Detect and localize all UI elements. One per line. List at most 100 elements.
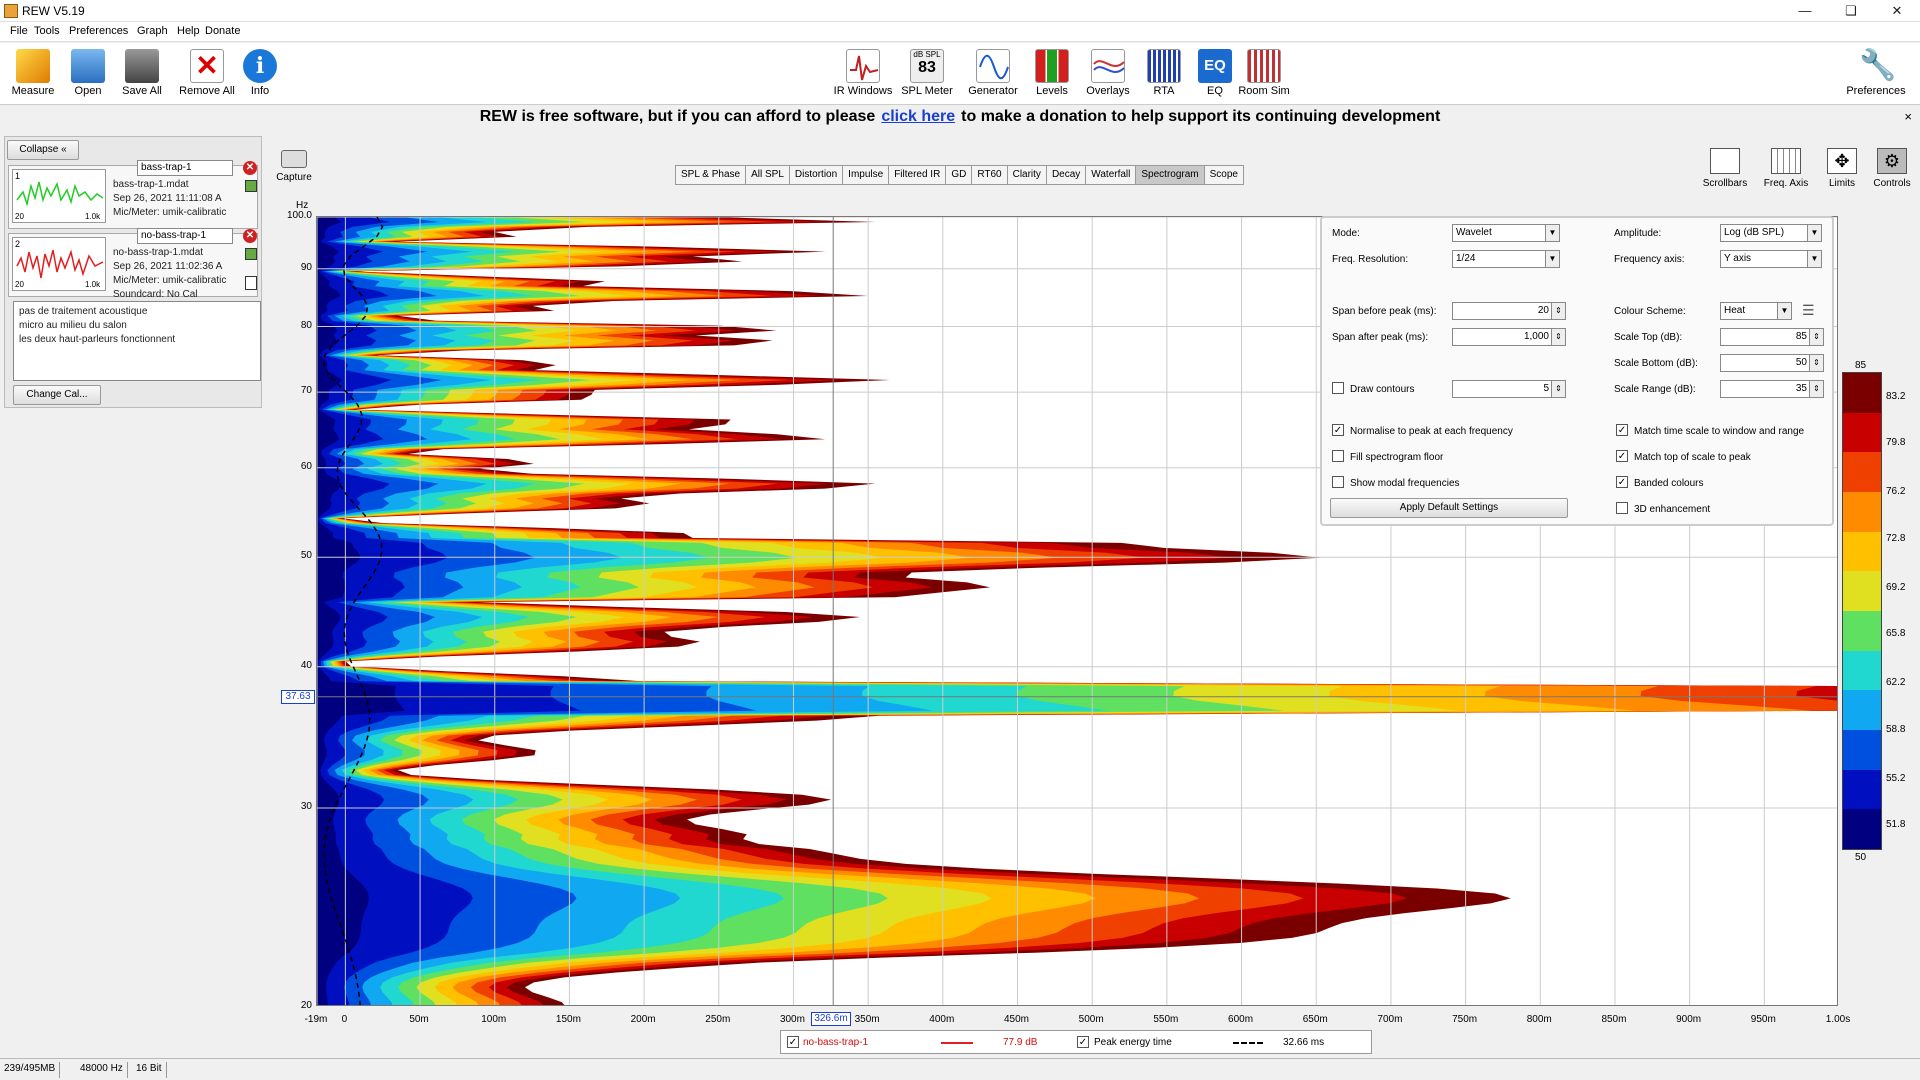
measurement-card-1[interactable]: 1 20 1.0k bass-trap-1 ✕ bass-trap-1.mdat… [8, 160, 258, 229]
spinner-icon[interactable]: ⇕ [1809, 355, 1823, 371]
ir-windows-button[interactable]: IR Windows [833, 43, 893, 105]
info-button[interactable]: i Info [230, 43, 290, 105]
measurement-name-field[interactable]: bass-trap-1 [137, 160, 233, 176]
open-button[interactable]: Open [58, 43, 118, 105]
generator-button[interactable]: Generator [963, 43, 1023, 105]
contours-field[interactable]: 5 ⇕ [1452, 380, 1566, 398]
scrollbars-button[interactable]: Scrollbars [1697, 148, 1753, 189]
colour-scheme-select[interactable]: Heat ▼ [1720, 302, 1792, 320]
measurement-card-2[interactable]: 2 20 1.0k no-bass-trap-1 ✕ no-bass-trap-… [8, 228, 258, 300]
tab-all-spl[interactable]: All SPL [745, 165, 790, 185]
tab-waterfall[interactable]: Waterfall [1085, 165, 1137, 185]
scale-top-field[interactable]: 85 ⇕ [1720, 328, 1824, 346]
remove-measurement-icon[interactable]: ✕ [243, 161, 257, 175]
spectrogram-plot[interactable] [316, 216, 1838, 1006]
modal-frequencies-checkbox[interactable] [1332, 476, 1344, 488]
match-time-checkbox[interactable]: ✓ [1616, 424, 1628, 436]
change-cal-button[interactable]: Change Cal... [13, 385, 101, 405]
fill-floor-label: Fill spectrogram floor [1350, 452, 1444, 463]
frequency-axis-select[interactable]: Y axis ▼ [1720, 250, 1822, 268]
remove-icon: ✕ [190, 49, 224, 83]
spl-badge-value: 83 [918, 59, 936, 76]
x-tick-label: 750m [1452, 1014, 1478, 1025]
tab-spectrogram[interactable]: Spectrogram [1135, 165, 1205, 185]
y-tick-label: 20 [300, 1000, 312, 1011]
draw-contours-checkbox[interactable] [1332, 382, 1344, 394]
donate-link[interactable]: click here [881, 108, 956, 125]
3d-enhancement-checkbox[interactable] [1616, 502, 1628, 514]
contours-value: 5 [1543, 383, 1549, 394]
menu-file[interactable]: File [10, 25, 28, 37]
match-top-checkbox[interactable]: ✓ [1616, 450, 1628, 462]
scale-range-field[interactable]: 35 ⇕ [1720, 380, 1824, 398]
x-tick-label: 300m [779, 1014, 805, 1025]
tab-filtered-ir[interactable]: Filtered IR [888, 165, 947, 185]
tab-impulse[interactable]: Impulse [842, 165, 890, 185]
remove-all-button[interactable]: ✕ Remove All [177, 43, 237, 105]
legend-peak-checkbox[interactable]: ✓ [1077, 1036, 1089, 1048]
span-before-field[interactable]: 20 ⇕ [1452, 302, 1566, 320]
x-tick-label: 150m [555, 1014, 581, 1025]
chevron-down-icon: ▼ [1807, 251, 1821, 267]
overlays-button[interactable]: Overlays [1078, 43, 1138, 105]
x-tick-label: 100m [481, 1014, 507, 1025]
eq-button[interactable]: EQ EQ [1185, 43, 1245, 105]
measurement-notes[interactable]: pas de traitement acoustique micro au mi… [13, 301, 261, 381]
preferences-button[interactable]: 🔧 Preferences [1846, 43, 1906, 105]
save-all-button[interactable]: Save All [112, 43, 172, 105]
tab-decay[interactable]: Decay [1045, 165, 1087, 185]
rta-button[interactable]: RTA [1134, 43, 1194, 105]
capture-button[interactable]: Capture [276, 150, 312, 183]
limits-button[interactable]: ✥ Limits [1814, 148, 1870, 189]
freq-resolution-select[interactable]: 1/24 ▼ [1452, 250, 1560, 268]
spinner-icon[interactable]: ⇕ [1809, 381, 1823, 397]
spinner-icon[interactable]: ⇕ [1551, 303, 1565, 319]
fill-floor-checkbox[interactable] [1332, 450, 1344, 462]
remove-measurement-icon[interactable]: ✕ [243, 229, 257, 243]
close-window-button[interactable]: ✕ [1891, 3, 1903, 18]
freq-axis-button[interactable]: Freq. Axis [1758, 148, 1814, 189]
measurement-name-field[interactable]: no-bass-trap-1 [137, 228, 233, 244]
mode-select[interactable]: Wavelet ▼ [1452, 224, 1560, 242]
measure-button[interactable]: Measure [3, 43, 63, 105]
span-after-field[interactable]: 1,000 ⇕ [1452, 328, 1566, 346]
colour-scheme-settings-icon[interactable]: ☰ [1802, 302, 1815, 318]
tab-rt60[interactable]: RT60 [971, 165, 1008, 185]
calibration-file-icon[interactable] [245, 276, 257, 290]
y-tick-label: 50 [300, 550, 312, 562]
collapse-button[interactable]: Collapse « [7, 140, 79, 160]
maximize-button[interactable]: ❏ [1845, 3, 1857, 18]
tab-distortion[interactable]: Distortion [788, 165, 844, 185]
spinner-icon[interactable]: ⇕ [1551, 381, 1565, 397]
normalise-checkbox[interactable]: ✓ [1332, 424, 1344, 436]
tab-scope[interactable]: Scope [1203, 165, 1244, 185]
scale-bottom-field[interactable]: 50 ⇕ [1720, 354, 1824, 372]
menu-preferences[interactable]: Preferences [69, 25, 129, 37]
legend-measurement-checkbox[interactable]: ✓ [787, 1036, 799, 1048]
edit-notes-icon[interactable] [245, 248, 257, 260]
menu-graph[interactable]: Graph [137, 25, 168, 37]
apply-default-settings-button[interactable]: Apply Default Settings [1330, 498, 1568, 518]
tab-clarity[interactable]: Clarity [1006, 165, 1047, 185]
amplitude-select[interactable]: Log (dB SPL) ▼ [1720, 224, 1822, 242]
levels-button[interactable]: Levels [1022, 43, 1082, 105]
x-tick-label: 700m [1377, 1014, 1403, 1025]
generator-label: Generator [968, 85, 1018, 97]
edit-notes-icon[interactable] [245, 180, 257, 192]
tab-spl-phase[interactable]: SPL & Phase [675, 165, 747, 185]
menu-donate[interactable]: Donate [205, 25, 241, 37]
spl-meter-button[interactable]: dB SPL 83 SPL Meter [897, 43, 957, 105]
minimize-button[interactable]: — [1798, 3, 1812, 18]
colorbar-bottom-label: 50 [1855, 852, 1867, 863]
menu-help[interactable]: Help [177, 25, 200, 37]
donate-close-button[interactable]: × [1904, 109, 1912, 124]
menu-tools[interactable]: Tools [34, 25, 60, 37]
room-sim-button[interactable]: Room Sim [1234, 43, 1294, 105]
banded-colours-checkbox[interactable]: ✓ [1616, 476, 1628, 488]
spinner-icon[interactable]: ⇕ [1551, 329, 1565, 345]
controls-button[interactable]: ⚙ Controls [1864, 148, 1920, 189]
levels-icon [1035, 49, 1069, 83]
spinner-icon[interactable]: ⇕ [1809, 329, 1823, 345]
measure-label: Measure [11, 85, 55, 97]
tab-gd[interactable]: GD [945, 165, 973, 185]
